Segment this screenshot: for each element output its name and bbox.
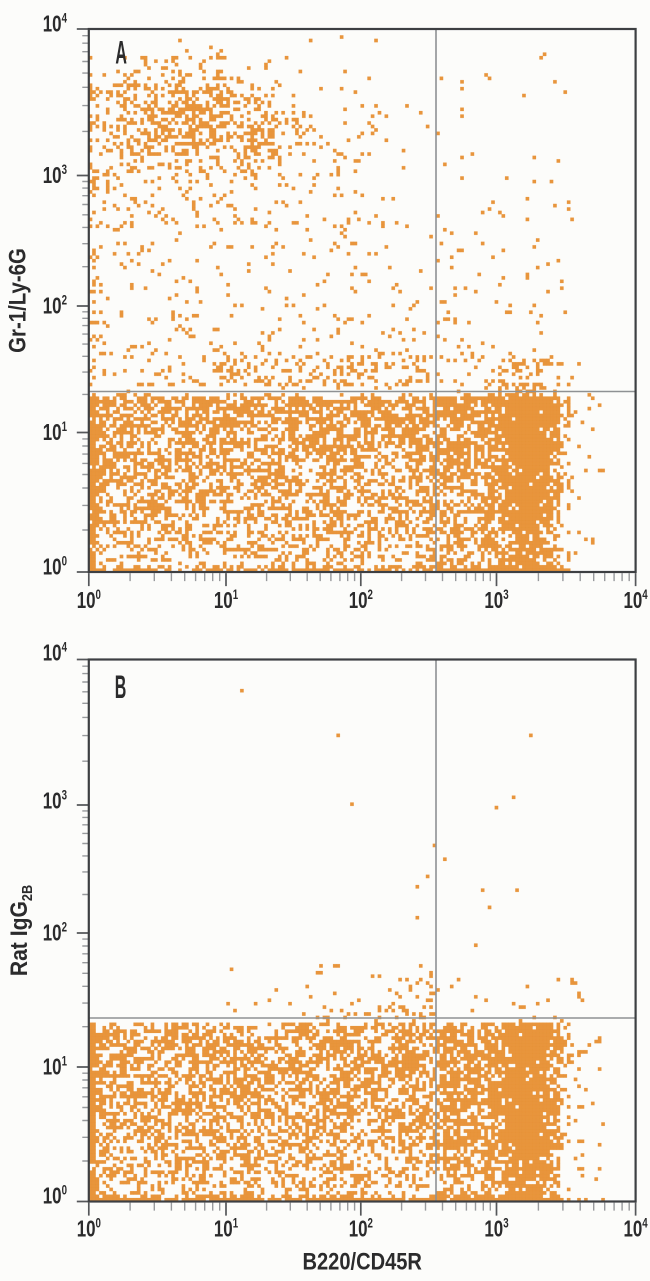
svg-text:A: A [115, 36, 127, 71]
svg-text:Gr-1/Ly-6G: Gr-1/Ly-6G [4, 248, 31, 353]
svg-text:B220/CD45R: B220/CD45R [302, 1248, 421, 1275]
svg-text:102: 102 [43, 293, 68, 319]
svg-text:B: B [115, 670, 127, 705]
svg-text:103: 103 [484, 1216, 509, 1242]
